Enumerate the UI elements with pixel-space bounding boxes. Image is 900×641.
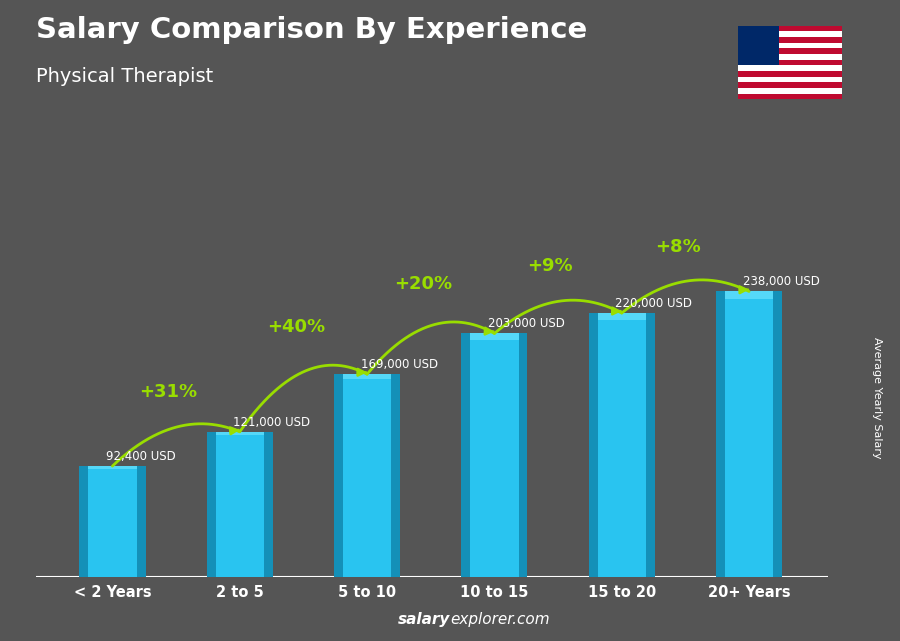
Bar xyxy=(738,43,842,48)
Text: +31%: +31% xyxy=(140,383,197,401)
Bar xyxy=(738,26,779,65)
Bar xyxy=(215,432,264,577)
Bar xyxy=(88,466,137,469)
Bar xyxy=(215,432,264,435)
Bar xyxy=(738,65,842,71)
Bar xyxy=(598,313,646,320)
Bar xyxy=(738,71,842,77)
Text: Physical Therapist: Physical Therapist xyxy=(36,67,213,87)
Bar xyxy=(207,432,215,577)
Text: 169,000 USD: 169,000 USD xyxy=(361,358,437,371)
Bar xyxy=(738,94,842,99)
Bar xyxy=(589,313,598,577)
Bar xyxy=(646,313,655,577)
Text: 220,000 USD: 220,000 USD xyxy=(616,297,692,310)
Text: salary: salary xyxy=(398,612,450,627)
Bar xyxy=(738,60,842,65)
Bar xyxy=(724,292,773,577)
Text: Salary Comparison By Experience: Salary Comparison By Experience xyxy=(36,16,587,44)
Bar xyxy=(518,333,527,577)
Bar xyxy=(738,54,842,60)
Text: explorer.com: explorer.com xyxy=(450,612,550,627)
Text: +20%: +20% xyxy=(394,275,452,293)
Bar xyxy=(773,292,782,577)
Text: 238,000 USD: 238,000 USD xyxy=(742,276,820,288)
Bar xyxy=(470,333,518,577)
Bar xyxy=(343,374,392,379)
Bar xyxy=(470,333,518,340)
Bar xyxy=(264,432,273,577)
Bar xyxy=(738,37,842,43)
Bar xyxy=(738,77,842,82)
Bar xyxy=(137,466,146,577)
Text: Average Yearly Salary: Average Yearly Salary xyxy=(872,337,883,458)
Text: +9%: +9% xyxy=(527,257,573,275)
Text: 203,000 USD: 203,000 USD xyxy=(488,317,565,331)
Bar xyxy=(392,374,400,577)
Text: 92,400 USD: 92,400 USD xyxy=(106,450,176,463)
Bar xyxy=(738,48,842,54)
Bar xyxy=(716,292,724,577)
Bar xyxy=(738,26,842,31)
Text: 121,000 USD: 121,000 USD xyxy=(233,416,310,429)
Bar xyxy=(88,466,137,577)
Bar xyxy=(738,82,842,88)
Bar xyxy=(724,292,773,299)
Bar xyxy=(738,31,842,37)
Text: +8%: +8% xyxy=(655,238,700,256)
Bar xyxy=(343,374,392,577)
Bar xyxy=(462,333,470,577)
Bar xyxy=(738,88,842,94)
Bar xyxy=(79,466,88,577)
Bar xyxy=(598,313,646,577)
Text: +40%: +40% xyxy=(266,318,325,336)
Bar xyxy=(334,374,343,577)
